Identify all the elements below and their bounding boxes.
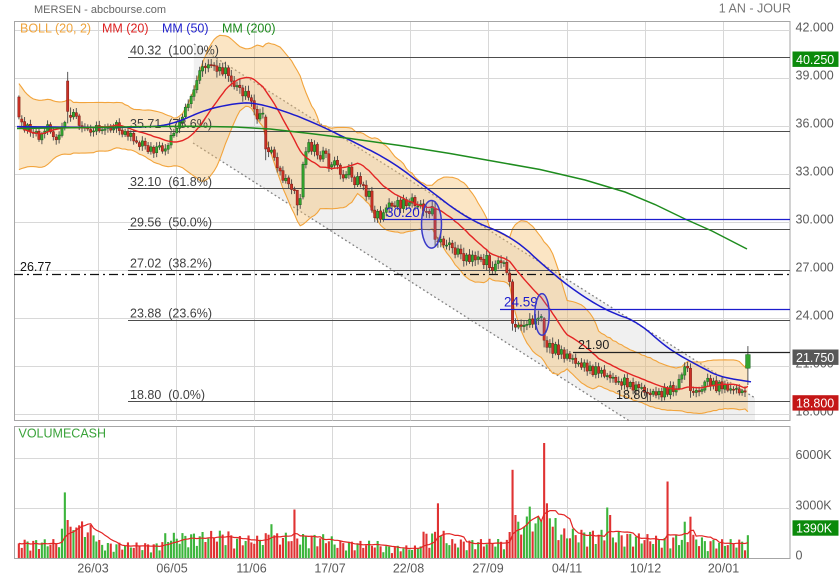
svg-text:18.80: 18.80 (616, 388, 647, 402)
svg-text:26/03: 26/03 (77, 562, 108, 576)
svg-text:39.000: 39.000 (796, 69, 834, 83)
svg-text:MM (50): MM (50) (162, 22, 209, 36)
svg-text:27.02 (38.2%): 27.02 (38.2%) (130, 256, 212, 270)
svg-text:MM (200): MM (200) (222, 22, 275, 36)
svg-text:24.000: 24.000 (796, 309, 834, 323)
svg-text:30.000: 30.000 (796, 213, 834, 227)
svg-text:1 AN - JOUR: 1 AN - JOUR (719, 2, 791, 16)
svg-text:29.56 (50.0%): 29.56 (50.0%) (130, 216, 212, 230)
svg-text:30.20: 30.20 (386, 205, 420, 220)
svg-text:11/06: 11/06 (236, 562, 266, 576)
svg-text:1390K: 1390K (796, 522, 833, 536)
svg-text:06/05: 06/05 (156, 562, 187, 576)
svg-text:32.10 (61.8%): 32.10 (61.8%) (130, 175, 212, 189)
svg-text:20/01: 20/01 (708, 562, 739, 576)
svg-text:10/12: 10/12 (630, 562, 661, 576)
svg-text:40.32 (100.0%): 40.32 (100.0%) (130, 44, 219, 58)
svg-text:VOLUMECASH: VOLUMECASH (19, 427, 107, 441)
svg-text:27/09: 27/09 (472, 562, 503, 576)
svg-text:6000K: 6000K (796, 448, 833, 462)
svg-text:40.250: 40.250 (796, 53, 834, 67)
svg-text:23.88 (23.6%): 23.88 (23.6%) (130, 307, 212, 321)
svg-text:18.800: 18.800 (796, 397, 834, 411)
svg-text:24.59: 24.59 (504, 295, 538, 310)
svg-text:MM (20): MM (20) (102, 22, 149, 36)
svg-text:33.000: 33.000 (796, 165, 834, 179)
svg-text:36.000: 36.000 (796, 117, 834, 131)
svg-text:21.750: 21.750 (796, 351, 834, 365)
svg-text:21.90: 21.90 (578, 338, 609, 352)
svg-text:18.80 (0.0%): 18.80 (0.0%) (130, 388, 205, 402)
svg-text:22/08: 22/08 (393, 562, 424, 576)
svg-text:17/07: 17/07 (314, 562, 345, 576)
svg-text:26.77: 26.77 (20, 260, 51, 274)
svg-text:BOLL (20, 2): BOLL (20, 2) (20, 22, 91, 36)
svg-text:42.000: 42.000 (796, 21, 834, 35)
svg-text:27.000: 27.000 (796, 261, 834, 275)
svg-text:3000K: 3000K (796, 498, 833, 512)
svg-text:0: 0 (796, 549, 803, 563)
svg-text:04/11: 04/11 (552, 562, 582, 576)
svg-text:MERSEN - abcbourse.com: MERSEN - abcbourse.com (34, 4, 166, 16)
